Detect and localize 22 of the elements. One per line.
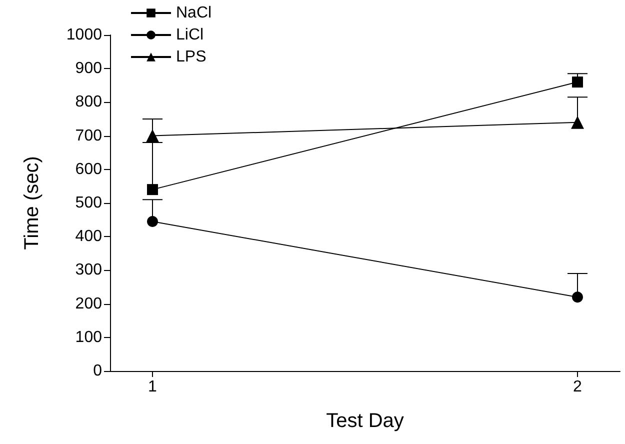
y-tick-label: 0 [93,362,102,380]
y-tick-label: 800 [75,94,102,111]
y-tick-label: 200 [75,295,102,312]
point [147,184,158,196]
y-tick-label: 300 [75,262,102,279]
y-axis-title: Time (sec) [21,156,43,250]
legend-label: LPS [176,48,206,66]
legend-label: NaCl [176,4,212,22]
y-tick-label: 100 [75,328,102,346]
point [572,292,583,303]
point [147,216,158,227]
x-tick-label: 2 [573,378,582,396]
y-tick-label: 1000 [66,26,102,44]
y-tick-label: 400 [75,228,102,246]
y-tick-label: 600 [75,160,102,178]
legend-label: LiCl [176,26,204,44]
y-tick-label: 500 [75,194,102,212]
x-tick-label: 1 [148,378,158,396]
x-axis-title: Test Day [326,410,404,432]
y-tick-label: 700 [75,127,102,144]
y-tick-label: 900 [75,60,102,78]
point [572,76,583,88]
